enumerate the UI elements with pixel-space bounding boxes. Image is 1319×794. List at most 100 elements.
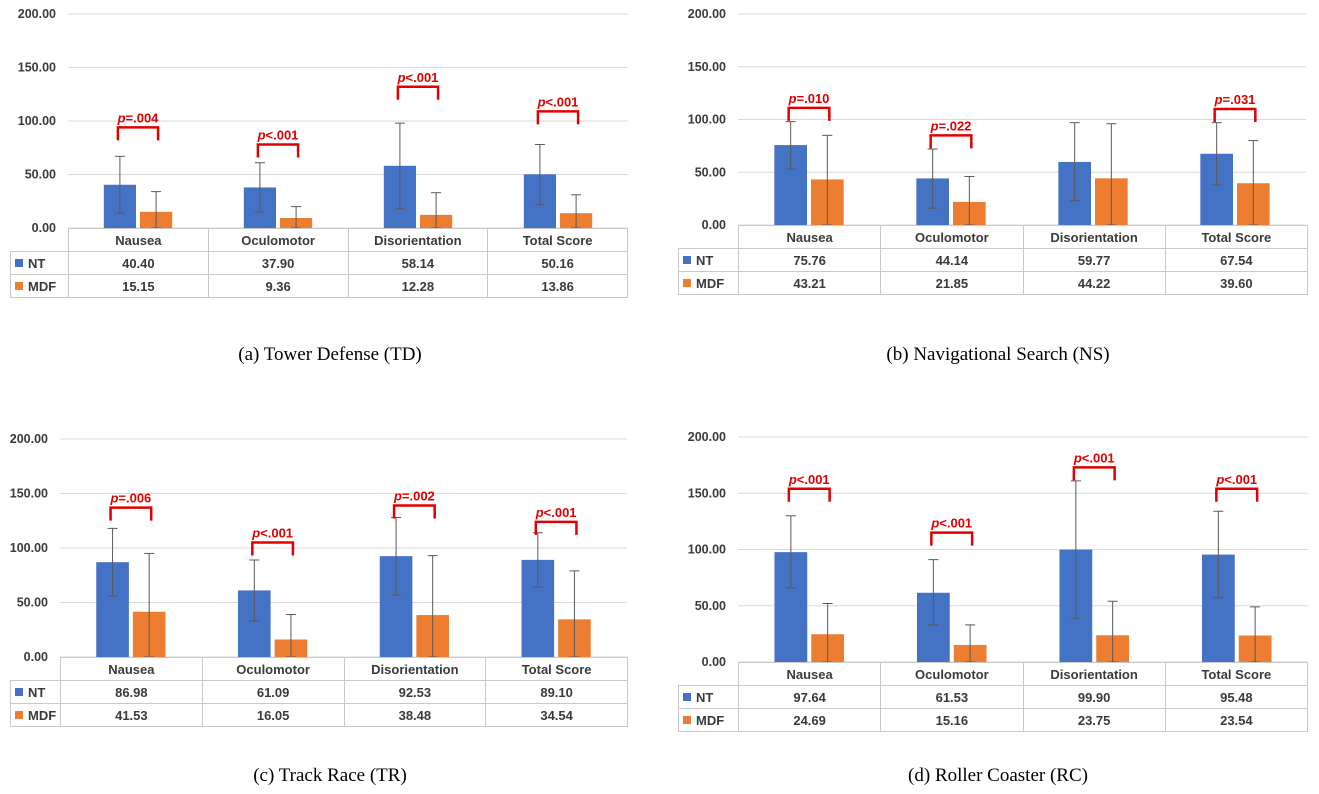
chart-panel-d: 0.00 50.00 100.00 150.00 200.00 p<.001 p<.001 p…: [668, 410, 1319, 794]
error-bar: [1070, 480, 1081, 619]
legend-swatch: [15, 259, 23, 268]
y-tick-label: 50.00: [25, 168, 56, 182]
y-tick-label: 200.00: [18, 7, 56, 21]
data-table: Nausea Oculomotor Disorientation Total Scor…: [678, 662, 1309, 732]
series-name: MDF: [696, 275, 725, 291]
y-tick-label: 200.00: [688, 430, 726, 444]
category-label: Nausea: [737, 225, 882, 249]
caption-title: Tower Defense (TD): [263, 344, 422, 365]
error-bar: [249, 559, 260, 622]
legend-entry: NT: [10, 680, 61, 704]
table-row: MDF 43.21 21.85 44.22 39.60: [678, 271, 1309, 295]
table-row: MDF 15.15 9.36 12.28 13.86: [10, 274, 628, 298]
data-value-cell: 9.36: [207, 274, 349, 298]
error-bar: [927, 148, 938, 209]
category-label: Nausea: [68, 228, 209, 252]
data-value-cell: 97.64: [737, 685, 882, 709]
category-label: Nausea: [737, 662, 882, 686]
data-table: Nausea Oculomotor Disorientation Total Scor…: [10, 228, 628, 298]
legend-swatch: [683, 716, 691, 725]
y-tick-label: 200.00: [10, 432, 48, 446]
legend-swatch: [683, 256, 691, 265]
data-value-cell: 50.16: [487, 251, 628, 275]
p-value-label: p=.004: [117, 110, 160, 125]
table-row: NT 97.64 61.53 99.90 95.48: [678, 685, 1309, 709]
legend-entry: NT: [10, 251, 69, 275]
y-tick-label: 100.00: [688, 113, 726, 127]
significance-bracket: [116, 126, 160, 141]
p-value-label: p=.031: [1214, 92, 1256, 107]
p-value-label: p<.001: [535, 505, 577, 520]
data-value-cell: 24.69: [737, 708, 882, 732]
legend-entry: MDF: [10, 274, 69, 298]
data-value-cell: 75.76: [737, 248, 882, 272]
caption-label: (b): [886, 344, 909, 365]
data-value-cell: 37.90: [207, 251, 349, 275]
p-value-label: p<.001: [537, 94, 579, 109]
p-value-label: p<.001: [397, 70, 439, 85]
y-tick-label: 150.00: [10, 487, 48, 501]
p-value-label: p<.001: [1215, 472, 1257, 487]
error-bar: [785, 515, 796, 589]
legend-swatch: [683, 693, 691, 702]
table-corner: [10, 228, 69, 252]
significance-bracket: [930, 531, 974, 546]
series-name: NT: [696, 689, 714, 705]
category-label: Total Score: [487, 228, 628, 252]
caption-label: (a): [238, 344, 260, 365]
data-value-cell: 39.60: [1164, 271, 1309, 295]
significance-bracket: [1072, 466, 1116, 481]
table-row: MDF 24.69 15.16 23.75 23.54: [678, 708, 1309, 732]
data-table: Nausea Oculomotor Disorientation Total Scor…: [678, 225, 1309, 295]
y-tick-label: 100.00: [18, 114, 56, 128]
significance-bracket: [251, 541, 295, 556]
error-bar: [1211, 122, 1222, 186]
data-value-cell: 15.15: [68, 274, 209, 298]
significance-bracket: [534, 520, 578, 535]
table-row: NT 86.98 61.09 92.53 89.10: [10, 680, 628, 704]
data-value-cell: 40.40: [68, 251, 209, 275]
p-value-label: p=.002: [393, 488, 435, 503]
significance-bracket: [396, 85, 440, 100]
significance-bracket: [787, 487, 831, 502]
bar-chart-svg: 0.0050.00100.00150.00200.00p=.004p<.001p…: [18, 7, 628, 235]
table-header-row: Nausea Oculomotor Disorientation Total Scor…: [678, 662, 1309, 686]
y-tick-label: 50.00: [695, 599, 726, 613]
caption-title: Track Race (TR): [278, 765, 407, 786]
data-value-cell: 13.86: [487, 274, 628, 298]
data-value-cell: 59.77: [1022, 248, 1166, 272]
significance-bracket: [536, 110, 580, 125]
caption-label: (d): [908, 765, 931, 786]
category-label: Disorientation: [347, 228, 489, 252]
caption-b: (b) Navigational Search (NS): [678, 344, 1318, 366]
error-bar: [107, 527, 118, 597]
category-label: Oculomotor: [201, 657, 345, 681]
significance-bracket: [929, 134, 973, 149]
chart-panel-b: 0.00 50.00 100.00 150.00 200.00 p=.010 p=.022 p…: [668, 0, 1319, 380]
data-table: Nausea Oculomotor Disorientation Total Scor…: [10, 657, 628, 727]
category-label: Disorientation: [343, 657, 487, 681]
p-value-label: p<.001: [930, 516, 972, 531]
category-label: Disorientation: [1022, 662, 1166, 686]
data-value-cell: 41.53: [60, 703, 203, 727]
error-bar: [928, 559, 939, 626]
data-value-cell: 23.75: [1022, 708, 1166, 732]
category-label: Total Score: [1164, 662, 1309, 686]
table-corner: [10, 657, 61, 681]
data-value-cell: 44.14: [880, 248, 1024, 272]
y-tick-label: 150.00: [688, 486, 726, 500]
caption-title: Roller Coaster (RC): [934, 765, 1088, 786]
legend-swatch: [15, 711, 23, 720]
data-value-cell: 61.53: [880, 685, 1024, 709]
y-tick-label: 100.00: [688, 543, 726, 557]
error-bar: [785, 121, 796, 170]
legend-entry: NT: [678, 248, 739, 272]
significance-bracket: [1213, 107, 1257, 122]
data-value-cell: 21.85: [880, 271, 1024, 295]
error-bar: [1069, 122, 1080, 202]
table-corner: [678, 662, 739, 686]
chart-panel-c: 0.00 50.00 100.00 150.00 200.00 p=.006 p<.001 p…: [0, 410, 640, 794]
y-tick-label: 200.00: [688, 7, 726, 21]
p-value-label: p<.001: [251, 526, 293, 541]
significance-bracket: [787, 106, 831, 121]
